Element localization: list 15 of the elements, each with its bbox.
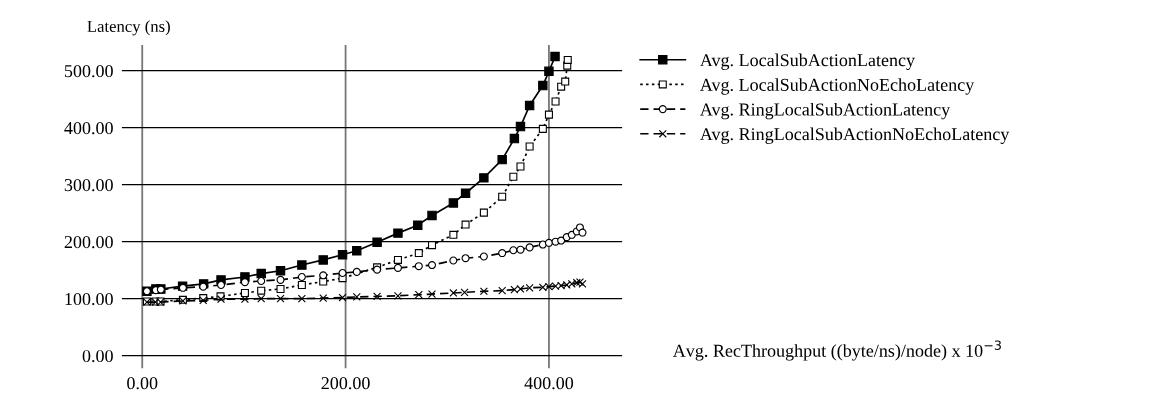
y-tick-label: 100.00: [65, 292, 113, 306]
legend-label: Avg. LocalSubActionNoEchoLatency: [699, 78, 975, 95]
y-axis-title: Latency (ns): [87, 20, 170, 36]
y-tick-label: 500.00: [64, 65, 113, 78]
x-tick-label: 400.00: [524, 377, 574, 390]
y-tick-label: 200.00: [64, 235, 113, 249]
x-tick-label: 200.00: [321, 377, 370, 390]
x-tick-label: 0.00: [127, 377, 158, 390]
x-axis-title: Avg. RecThroughput ((byte/ns)/node) x 10$^{−3}$: [672, 340, 1001, 361]
y-tick-label: 0.00: [82, 349, 113, 363]
legend-label: Avg. RingLocalSubActionLatency: [699, 102, 951, 120]
y-tick-label: 300.00: [64, 178, 113, 192]
y-tick-label: 400.00: [64, 121, 113, 135]
legend-label: Avg. RingLocalSubActionNoEchoLatency: [699, 127, 1010, 144]
legend-label: Avg. LocalSubActionLatency: [699, 53, 915, 70]
